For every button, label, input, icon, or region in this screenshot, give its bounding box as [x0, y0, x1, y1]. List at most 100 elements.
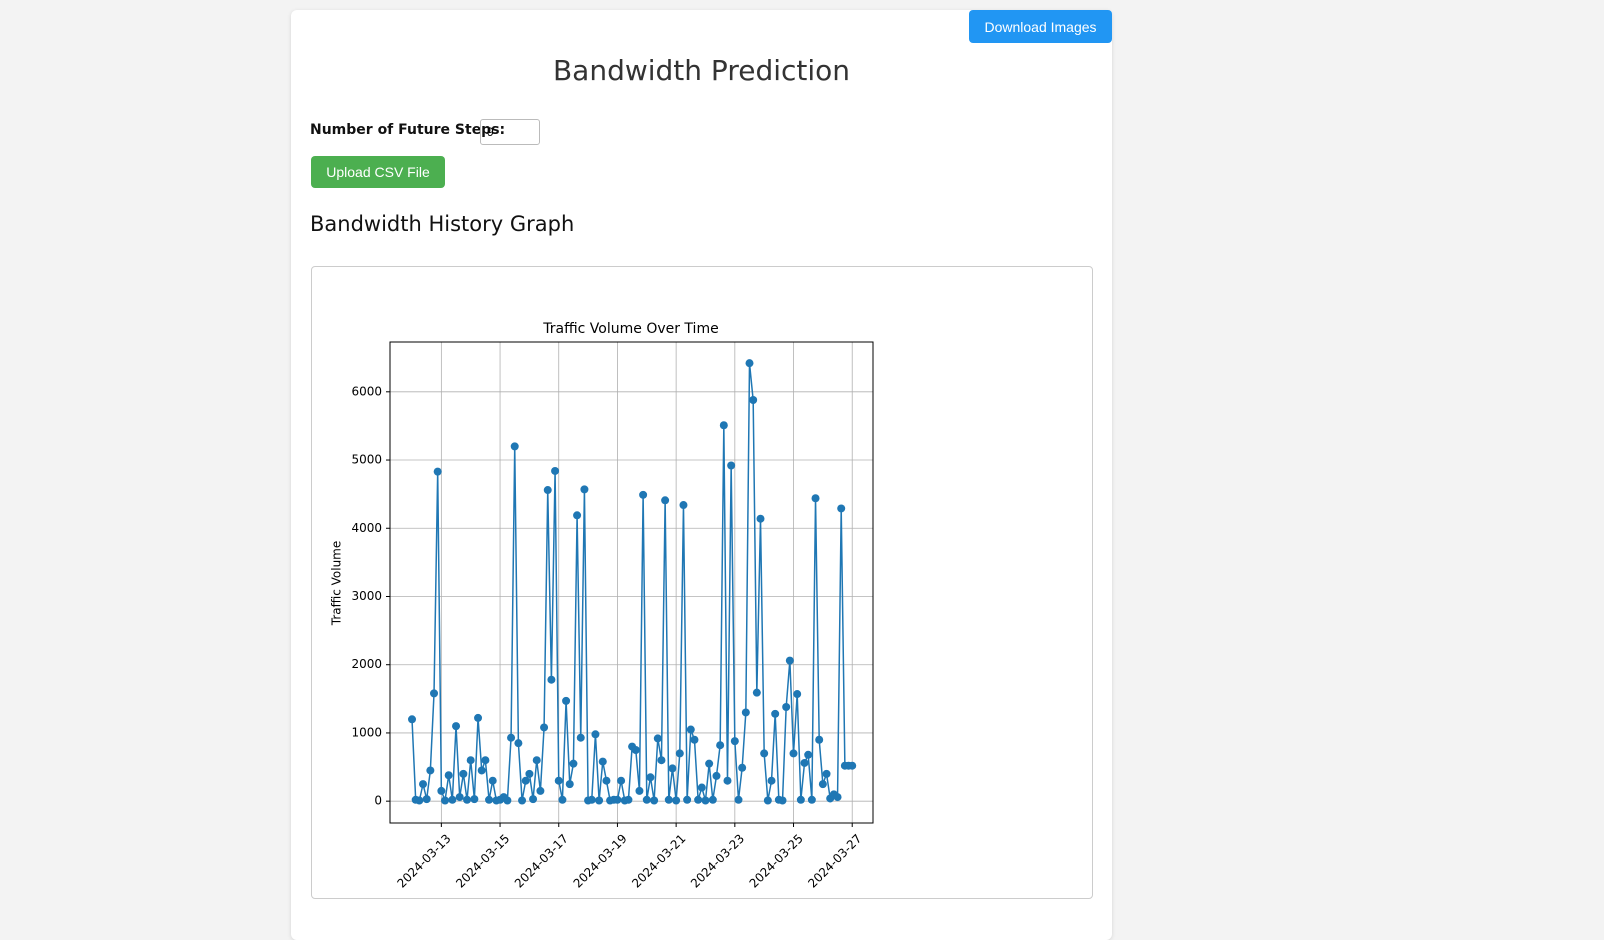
- x-tick-label: 2024-03-21: [629, 831, 688, 890]
- data-point: [837, 504, 846, 513]
- data-point: [708, 795, 717, 804]
- data-point: [712, 771, 721, 780]
- data-point: [804, 750, 813, 759]
- data-point: [818, 780, 827, 789]
- page-title: Bandwidth Prediction: [552, 54, 851, 87]
- data-point: [723, 776, 732, 785]
- data-point: [459, 769, 468, 778]
- data-point: [778, 796, 787, 805]
- data-point: [727, 461, 736, 470]
- data-point: [441, 796, 450, 805]
- data-point: [811, 494, 820, 503]
- data-point: [756, 514, 765, 523]
- data-point: [734, 795, 743, 804]
- chart-title: Traffic Volume Over Time: [542, 321, 718, 337]
- data-point: [822, 769, 831, 778]
- y-tick-label: 2000: [351, 657, 382, 671]
- data-point: [507, 733, 516, 742]
- data-point: [679, 501, 688, 510]
- data-point: [514, 739, 523, 748]
- x-tick-label: 2024-03-19: [571, 831, 630, 890]
- data-point: [587, 795, 596, 804]
- y-axis-label: Traffic Volume: [330, 541, 344, 627]
- data-point: [796, 795, 805, 804]
- data-point: [705, 759, 714, 768]
- data-point: [503, 796, 512, 805]
- x-tick-label: 2024-03-25: [747, 831, 806, 890]
- data-point: [686, 725, 695, 734]
- data-point: [521, 776, 530, 785]
- data-point: [430, 689, 439, 698]
- data-point: [646, 773, 655, 782]
- data-point: [694, 795, 703, 804]
- data-point: [697, 783, 706, 792]
- data-point: [485, 795, 494, 804]
- data-point: [635, 786, 644, 795]
- data-point: [474, 713, 483, 722]
- data-point: [848, 761, 857, 770]
- data-point: [540, 723, 549, 732]
- data-point: [477, 766, 486, 775]
- steps-label: Number of Future Steps:: [310, 122, 506, 138]
- plot-frame: [389, 341, 874, 824]
- data-point: [595, 796, 604, 805]
- data-point: [536, 786, 545, 795]
- data-point: [624, 795, 633, 804]
- data-point: [789, 749, 798, 758]
- graph-box: [311, 266, 1093, 899]
- data-point: [419, 780, 428, 789]
- data-point: [668, 764, 677, 773]
- y-tick-label: 6000: [351, 384, 382, 398]
- data-point: [642, 795, 651, 804]
- data-point: [565, 780, 574, 789]
- data-point: [683, 795, 692, 804]
- data-point: [408, 715, 417, 724]
- data-point: [745, 359, 754, 368]
- y-tick-label: 4000: [351, 521, 382, 535]
- data-point: [613, 795, 622, 804]
- data-point: [591, 730, 600, 739]
- data-point: [437, 786, 446, 795]
- upload-button[interactable]: Upload CSV File: [311, 156, 445, 188]
- data-point: [749, 395, 758, 404]
- data-point: [738, 763, 747, 772]
- data-point: [661, 496, 670, 505]
- data-point: [518, 796, 527, 805]
- data-point: [455, 793, 464, 802]
- data-point: [771, 709, 780, 718]
- data-point: [716, 741, 725, 750]
- data-point: [793, 690, 802, 699]
- data-point: [653, 734, 662, 743]
- data-point: [448, 795, 457, 804]
- steps-input[interactable]: 9: [480, 119, 540, 145]
- x-tick-label: 2024-03-23: [688, 831, 747, 890]
- data-point: [415, 796, 424, 805]
- data-point: [426, 766, 435, 775]
- x-tick-label: 2024-03-13: [394, 831, 453, 890]
- x-tick-label: 2024-03-27: [805, 831, 864, 890]
- data-point: [470, 795, 479, 804]
- x-tick-label: 2024-03-15: [453, 831, 512, 890]
- download-button[interactable]: Download Images: [969, 10, 1112, 43]
- data-point: [639, 490, 648, 499]
- data-point: [543, 486, 552, 495]
- y-tick-label: 1000: [351, 725, 382, 739]
- data-point: [602, 776, 611, 785]
- y-tick-label: 5000: [351, 453, 382, 467]
- data-point: [782, 703, 791, 712]
- data-point: [675, 749, 684, 758]
- data-point: [452, 722, 461, 731]
- data-point: [562, 696, 571, 705]
- data-point: [525, 769, 534, 778]
- data-point: [532, 756, 541, 765]
- data-point: [510, 442, 519, 451]
- data-point: [598, 757, 607, 766]
- x-tick-label: 2024-03-17: [512, 831, 571, 890]
- data-point: [558, 795, 567, 804]
- data-point: [741, 708, 750, 717]
- data-point: [433, 467, 442, 476]
- data-point: [833, 793, 842, 802]
- data-point: [488, 776, 497, 785]
- data-point: [554, 776, 563, 785]
